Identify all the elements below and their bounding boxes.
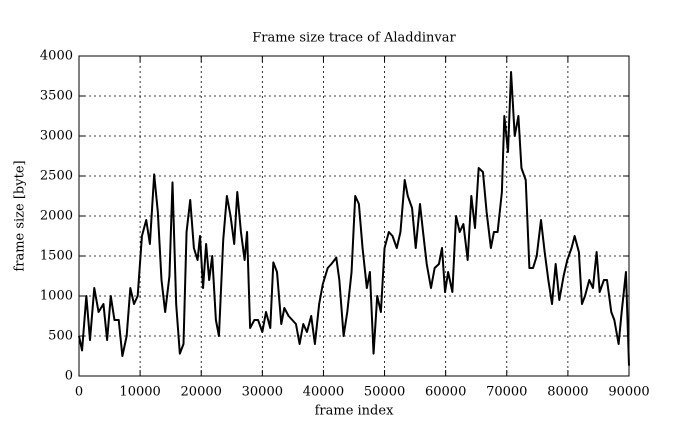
x-tick-label: 90000 xyxy=(608,385,649,400)
x-tick-label: 50000 xyxy=(364,385,405,400)
y-tick-label: 500 xyxy=(48,329,73,344)
y-tick-label: 0 xyxy=(65,369,73,384)
x-tick-label: 20000 xyxy=(181,385,222,400)
chart-title: Frame size trace of Aladdinvar xyxy=(252,31,456,46)
x-tick-label: 0 xyxy=(75,385,83,400)
x-tick-label: 30000 xyxy=(242,385,283,400)
y-tick-label: 4000 xyxy=(40,49,73,64)
y-tick-label: 1500 xyxy=(40,249,73,264)
y-tick-label: 3500 xyxy=(40,89,73,104)
y-tick-label: 2000 xyxy=(40,209,73,224)
plot-frame xyxy=(78,55,630,377)
x-tick-label: 80000 xyxy=(547,385,588,400)
y-tick-label: 3000 xyxy=(40,129,73,144)
y-tick-label: 2500 xyxy=(40,169,73,184)
data-line xyxy=(78,71,630,366)
x-tick-label: 40000 xyxy=(303,385,344,400)
y-tick-label: 1000 xyxy=(40,289,73,304)
x-tick-label: 10000 xyxy=(119,385,160,400)
x-tick-label: 70000 xyxy=(486,385,527,400)
y-axis-label: frame size [byte] xyxy=(13,160,28,271)
x-axis-label: frame index xyxy=(315,404,394,419)
x-tick-label: 60000 xyxy=(425,385,466,400)
